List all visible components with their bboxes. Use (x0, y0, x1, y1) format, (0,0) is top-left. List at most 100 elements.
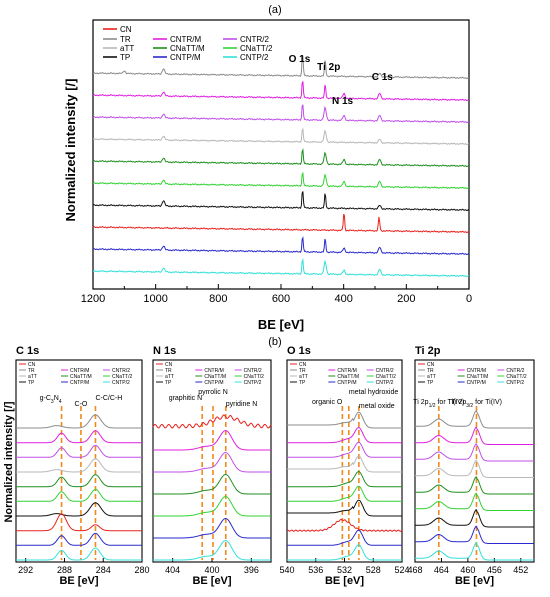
legend-entry: CNTR/M (170, 35, 201, 44)
n1s-series-CNTR-M (153, 429, 271, 451)
n1s-x-axis-label: BE [eV] (192, 575, 231, 587)
survey-series-CNaTT-M (92, 147, 470, 168)
o1s-x-tick-label: 528 (366, 565, 381, 575)
survey-x-tick-label: 200 (397, 293, 415, 305)
n1s-series-CNaTT-M (153, 473, 271, 495)
survey-x-tick-label: 0 (466, 293, 472, 305)
o1s-series-CNTR-2 (287, 441, 402, 458)
c1s-series-CNTP-M (16, 532, 142, 546)
n1s-series-CNTP-M (153, 517, 271, 539)
legend-entry: CN (427, 362, 435, 368)
o1s-series-CNaTT-2 (287, 485, 402, 502)
c1s-series-aTT (16, 458, 142, 473)
o1s-annotation: metal hydroxide (349, 389, 399, 396)
ti2p-annotation: Ti 2p3/2 for Ti(IV) (451, 399, 502, 409)
c1s-x-tick-label: 284 (96, 565, 111, 575)
survey-annotation: O 1s (289, 54, 311, 65)
c1s-series-CNTR-2 (16, 444, 142, 458)
legend-entry: CNTP/M (170, 53, 201, 62)
legend-entry: aTT (28, 374, 37, 380)
ti2p-title: Ti 2p (415, 345, 441, 357)
c1s-annotation: C-O (75, 401, 88, 408)
legend-entry: TP (427, 380, 434, 386)
legend-entry: CN (299, 362, 307, 368)
o1s-series-CNTP-2 (287, 544, 402, 561)
c1s-series-CNTR-M (16, 430, 142, 444)
legend-entry: CN (165, 362, 173, 368)
legend-entry: CNTR/2 (244, 368, 262, 374)
legend-entry: TR (165, 368, 172, 374)
legend-entry: CNTP/2 (244, 380, 262, 386)
ti2p-x-tick-label: 452 (513, 565, 528, 575)
legend-entry: CNTP/2 (112, 380, 130, 386)
c1s-y-axis-label: Normalized intensity [/] (3, 401, 15, 522)
legend-entry: CNaTT/2 (376, 374, 397, 380)
ti2p-legend: CNTR CNTR/M CNTR/2 aTT CNaTT/M CNaTT/2 TP CNTP/… (418, 362, 527, 386)
legend-entry: CNTP/2 (240, 53, 269, 62)
ti2p-series-CNTP-M (415, 525, 534, 544)
c1s-legend: CNTR CNTR/M CNTR/2 aTT CNaTT/M CNaTT/2 TP CNTP/… (19, 362, 133, 386)
legend-entry: aTT (427, 374, 436, 380)
survey-series-TR (92, 55, 470, 80)
n1s-series-CNTP-2 (153, 539, 271, 561)
legend-entry: aTT (120, 44, 134, 53)
legend-entry: CNTR/2 (112, 368, 130, 374)
o1s-annotation: organic O (312, 399, 343, 406)
legend-entry: TP (299, 380, 306, 386)
panel-b-label: (b) (268, 336, 281, 348)
survey-series-CNTP-M (92, 235, 470, 256)
o1s-annotation: metal oxide (359, 403, 395, 410)
panel-a-label: (a) (268, 4, 281, 16)
o1s-x-axis-label: BE [eV] (325, 575, 364, 587)
legend-entry: CNaTT/M (337, 374, 359, 380)
legend-entry: TR (427, 368, 434, 374)
o1s-x-tick-label: 524 (394, 565, 409, 575)
ti2p-x-tick-label: 464 (434, 565, 449, 575)
ti2p-x-tick-label: 468 (407, 565, 422, 575)
survey-series-CN (92, 213, 470, 234)
ti2p-series-CNaTT-M (415, 475, 534, 495)
c1s-frame (15, 359, 143, 563)
n1s-series-CN (152, 414, 272, 429)
survey-series-CNTP-2 (92, 257, 470, 278)
ti2p-series-TR (415, 409, 534, 429)
legend-entry: CNaTT/2 (112, 374, 133, 380)
c1s-x-axis-label: BE [eV] (59, 575, 98, 587)
c1s-annotation: C-C/C-H (95, 395, 122, 402)
n1s-x-tick-label: 404 (165, 565, 180, 575)
legend-entry: CNaTT/2 (506, 374, 527, 380)
o1s-series-CNTP-M (287, 529, 402, 546)
o1s-series-TR (287, 411, 402, 429)
c1s-series-TR (16, 414, 142, 429)
survey-legend: CNTR CNTR/M CNTR/2 aTT CNaTT/M CNaTT/2 TP CNTP/… (103, 25, 273, 62)
o1s-x-tick-label: 540 (279, 565, 294, 575)
legend-entry: TP (165, 380, 172, 386)
survey-x-tick-label: 1000 (143, 293, 167, 305)
survey-series-aTT (92, 127, 470, 146)
legend-entry: CNTP/M (70, 380, 89, 386)
legend-entry: CNTR/M (467, 368, 486, 374)
legend-entry: CN (28, 362, 36, 368)
ti2p-series-TP (415, 508, 534, 528)
c1s-series-CNTP-2 (16, 547, 142, 561)
o1s-x-tick-label: 532 (337, 565, 352, 575)
c1s-series-CNaTT-M (16, 474, 142, 488)
c1s-series-CN (16, 513, 142, 532)
survey-x-tick-label: 600 (272, 293, 290, 305)
n1s-x-tick-label: 400 (204, 565, 219, 575)
legend-entry: aTT (165, 374, 174, 380)
legend-entry: TP (28, 380, 35, 386)
n1s-x-tick-label: 396 (244, 565, 259, 575)
c1s-series-CNaTT-2 (16, 488, 142, 502)
legend-entry: CNTR/2 (240, 35, 269, 44)
ti2p-annotation: Ti 2p1/2 for Ti(IV) (413, 399, 464, 409)
survey-x-tick-label: 1200 (81, 293, 105, 305)
survey-x-tick-label: 400 (334, 293, 352, 305)
n1s-annotation: pyrrolic N (198, 389, 228, 396)
ti2p-series-CNTR-M (415, 426, 534, 445)
legend-entry: aTT (299, 374, 308, 380)
survey-series-TP (92, 191, 470, 212)
survey-x-axis-label: BE [eV] (258, 317, 304, 332)
o1s-x-tick-label: 536 (308, 565, 323, 575)
